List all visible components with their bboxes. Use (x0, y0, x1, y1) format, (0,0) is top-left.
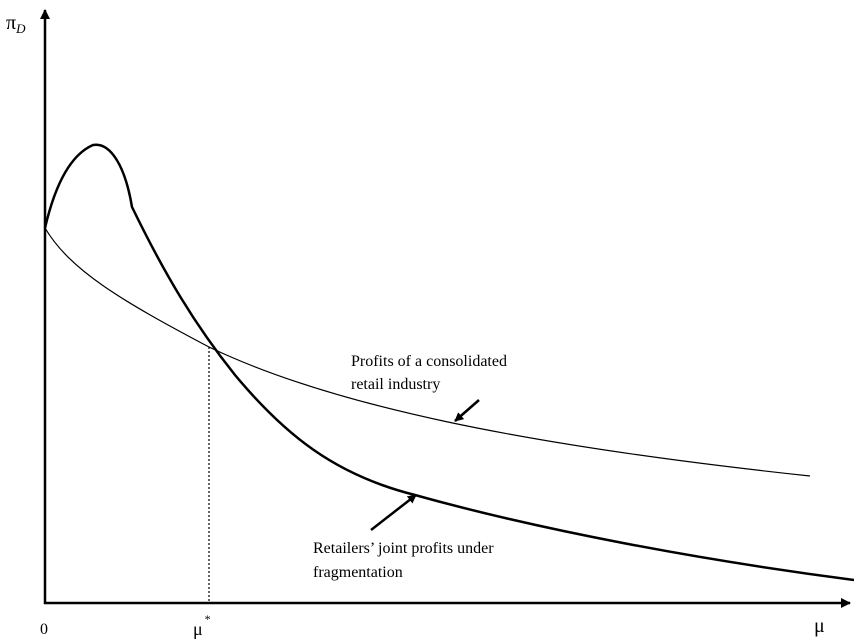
consolidated-annotation-arrow (454, 399, 480, 422)
crossing-superscript: * (205, 612, 211, 626)
crossing-label: μ * (193, 612, 211, 639)
fragmented-label-line2: fragmentation (313, 564, 403, 581)
consolidated-label-line2: retail industry (351, 376, 440, 393)
crossing-symbol: μ (193, 619, 203, 639)
x-axis-label: μ (814, 615, 825, 637)
consolidated-label-line1: Profits of a consolidated (351, 353, 507, 370)
y-axis-symbol: π (6, 12, 16, 34)
y-axis-subscript: D (15, 21, 26, 36)
consolidated-profit-curve (44, 227, 811, 477)
fragmented-annotation-arrow (370, 494, 417, 531)
y-axis-label: πD (6, 12, 26, 36)
fragmented-profit-curve (43, 143, 854, 582)
origin-label: 0 (40, 621, 48, 638)
fragmented-label-line1: Retailers’ joint profits under (313, 540, 494, 557)
